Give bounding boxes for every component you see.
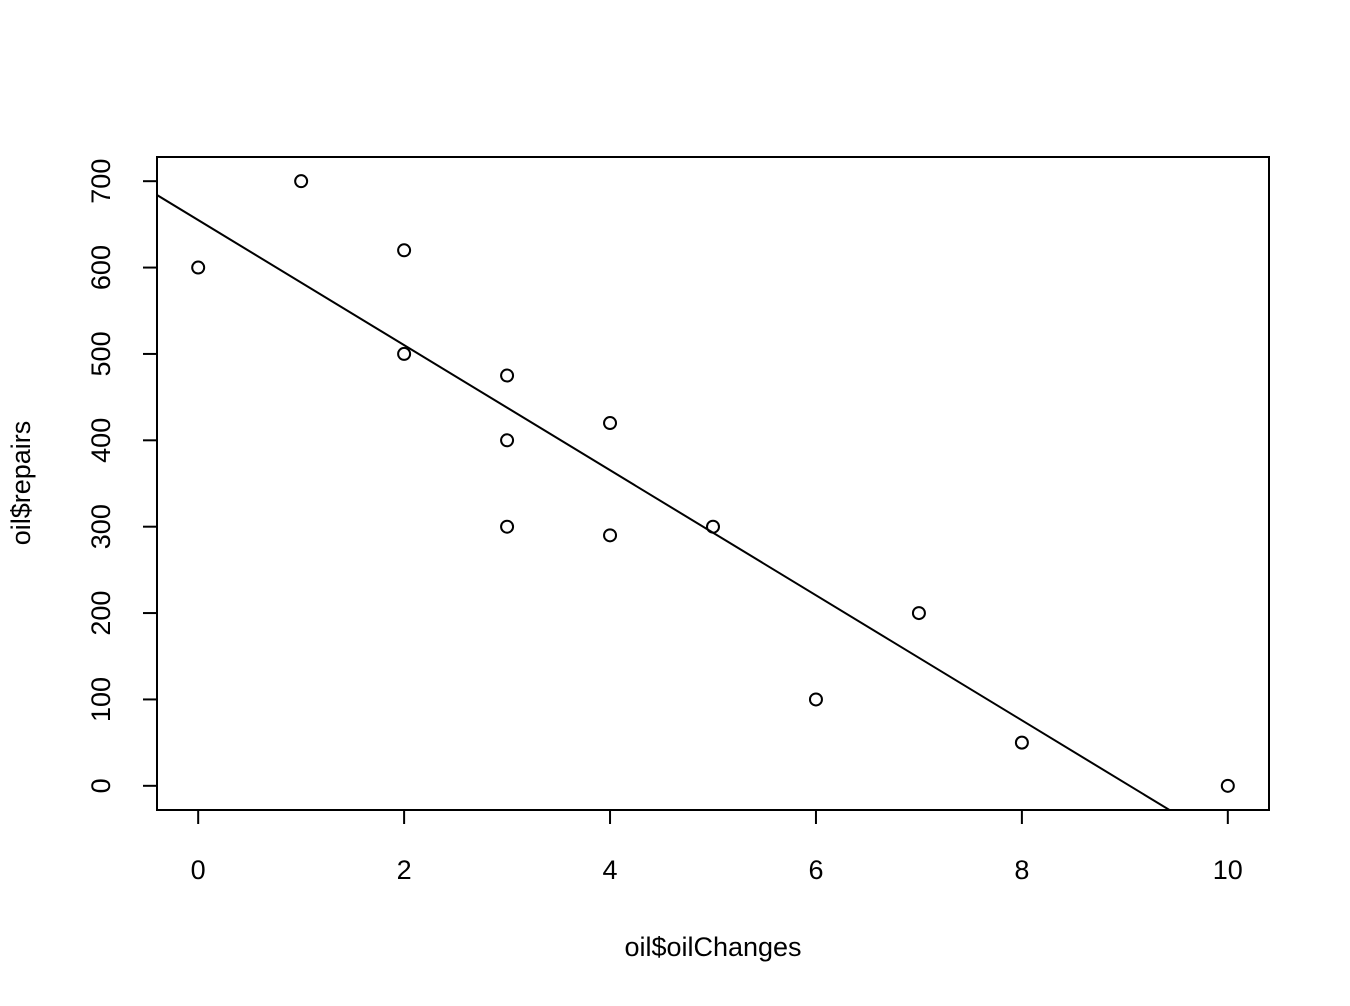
data-point [1220, 778, 1235, 793]
x-tick-label: 4 [603, 855, 618, 885]
data-point [500, 433, 515, 448]
x-tick-label: 2 [397, 855, 412, 885]
x-axis: 0 2 4 6 8 10 [191, 809, 1243, 885]
data-point [603, 416, 618, 431]
data-point [706, 519, 720, 534]
y-tick-label: 200 [86, 591, 116, 636]
plot-frame [156, 156, 1270, 811]
y-tick-label: 100 [86, 677, 116, 722]
data-point [603, 528, 618, 543]
y-tick-label: 600 [86, 245, 116, 290]
data-point [500, 519, 515, 534]
y-axis-label: oil$repairs [6, 421, 36, 546]
data-points [191, 174, 1235, 793]
x-tick-label: 0 [191, 855, 206, 885]
y-axis: 0 100 200 300 400 500 600 700 [86, 159, 158, 793]
data-point [294, 174, 309, 189]
y-tick-label: 0 [86, 778, 116, 793]
x-axis-label: oil$oilChanges [624, 932, 801, 962]
data-point [911, 606, 926, 621]
y-tick-label: 500 [86, 331, 116, 376]
data-point [500, 368, 515, 383]
y-tick-label: 300 [86, 504, 116, 549]
data-point [1014, 735, 1029, 750]
data-point [397, 243, 412, 258]
data-point [191, 260, 206, 275]
data-point [397, 346, 412, 361]
x-tick-label: 10 [1213, 855, 1243, 885]
y-tick-label: 400 [86, 418, 116, 463]
x-tick-label: 6 [808, 855, 823, 885]
y-tick-label: 700 [86, 159, 116, 204]
x-tick-label: 8 [1014, 855, 1029, 885]
plot-area [157, 174, 1235, 810]
data-point [808, 692, 823, 707]
